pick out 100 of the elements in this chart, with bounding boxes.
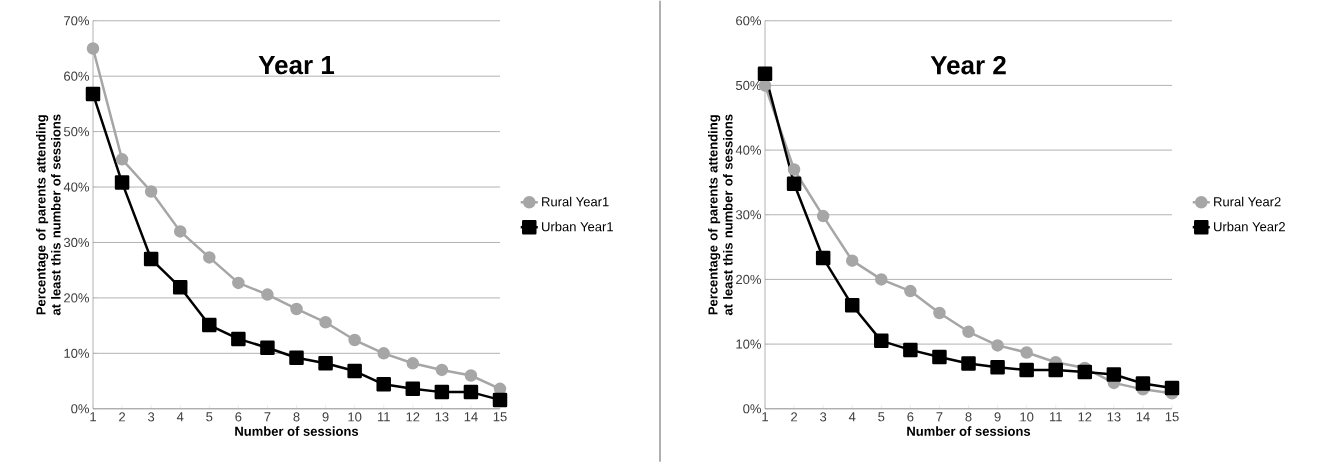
x-tick-label: 9 — [994, 412, 1001, 422]
x-tick-label: 15 — [1165, 412, 1179, 422]
point — [903, 342, 918, 358]
x-tick-label: 11 — [1049, 412, 1062, 422]
point — [816, 209, 830, 223]
x-tick-label: 12 — [406, 412, 420, 422]
point — [845, 254, 859, 268]
point — [261, 288, 274, 301]
legend-label: Rural Year1 — [542, 196, 609, 207]
x-tick-label: 13 — [1107, 412, 1121, 422]
y-tick-label: 70% — [64, 16, 90, 26]
point — [435, 363, 449, 377]
point — [874, 333, 889, 349]
point — [115, 153, 129, 166]
point — [406, 357, 420, 370]
point — [289, 350, 304, 366]
x-tick-label: 14 — [1136, 412, 1150, 422]
point — [319, 316, 332, 329]
point — [904, 284, 917, 298]
point — [114, 175, 130, 190]
point — [1106, 367, 1122, 382]
y-tick-label: 50% — [63, 127, 90, 137]
x-tick-label: 7 — [936, 412, 943, 422]
x-tick-label: 9 — [322, 412, 329, 422]
y-tick-label: 10% — [64, 348, 90, 359]
point — [172, 280, 188, 295]
point — [86, 42, 100, 55]
point — [231, 331, 246, 347]
point — [143, 251, 159, 267]
y-tick-label: 30% — [735, 210, 762, 220]
x-tick-label: 5 — [878, 412, 885, 422]
text: Year 2 — [930, 56, 1006, 75]
point — [961, 356, 976, 371]
point — [173, 225, 187, 238]
x-axis-title: Number of sessions — [907, 426, 1031, 437]
point — [464, 369, 478, 382]
point — [376, 377, 391, 392]
point — [1019, 362, 1034, 378]
x-tick-label: 8 — [293, 412, 300, 422]
y-tick-label: 0% — [743, 404, 762, 414]
x-tick-label: 10 — [348, 412, 362, 422]
point — [933, 306, 946, 320]
point — [377, 347, 390, 360]
point — [932, 349, 947, 365]
point — [875, 273, 888, 286]
point — [347, 363, 362, 379]
point — [260, 340, 275, 356]
y-tick-label: 20% — [64, 293, 90, 303]
point — [1077, 364, 1093, 380]
point — [232, 276, 245, 290]
point — [492, 392, 508, 408]
point — [757, 66, 773, 82]
legend-label: Urban Year2 — [1214, 221, 1285, 232]
y-axis-title: Percentage of parents attending at least this number of sessions — [36, 114, 61, 316]
legend-label: Rural Year2 — [1214, 196, 1281, 207]
y-tick-label: 40% — [63, 182, 90, 192]
x-tick-label: 11 — [377, 412, 390, 422]
point — [1020, 346, 1033, 359]
y-tick-label: 20% — [736, 274, 762, 285]
point — [1164, 380, 1180, 396]
point — [786, 176, 802, 192]
point — [202, 317, 217, 333]
y-axis-title: Percentage of parents attending at least this number of sessions — [708, 114, 733, 316]
point — [434, 385, 450, 400]
x-tick-label: 6 — [235, 412, 242, 422]
point — [318, 356, 333, 371]
point — [405, 381, 421, 397]
point — [815, 250, 831, 266]
point — [844, 298, 860, 313]
point — [463, 385, 479, 400]
x-tick-label: 7 — [264, 412, 271, 422]
y-tick-label: 60% — [64, 71, 90, 81]
x-tick-label: 1 — [90, 412, 96, 422]
x-tick-label: 15 — [493, 412, 507, 422]
text: Year 1 — [258, 56, 335, 75]
x-tick-label: 4 — [848, 412, 856, 422]
y-tick-label: 60% — [736, 16, 762, 26]
x-tick-label: 14 — [464, 412, 478, 422]
point — [348, 333, 361, 347]
point — [144, 185, 158, 198]
x-tick-label: 5 — [206, 412, 213, 422]
x-tick-label: 8 — [965, 412, 972, 422]
legend-label: Urban Year1 — [542, 221, 613, 232]
x-tick-label: 3 — [148, 412, 155, 422]
x-tick-label: 12 — [1078, 412, 1092, 422]
y-tick-label: 40% — [735, 145, 762, 155]
x-tick-label: 2 — [791, 412, 798, 422]
x-tick-label: 1 — [762, 412, 768, 422]
x-tick-label: 3 — [820, 412, 827, 422]
point — [1135, 376, 1151, 391]
y-tick-label: 0% — [71, 404, 90, 414]
x-tick-label: 10 — [1020, 412, 1034, 422]
x-axis-title: Number of sessions — [235, 426, 359, 437]
point — [290, 302, 303, 316]
x-tick-label: 2 — [119, 412, 126, 422]
y-tick-label: 30% — [63, 237, 90, 248]
point — [203, 251, 216, 264]
x-tick-label: 4 — [176, 412, 184, 422]
point — [991, 339, 1004, 352]
point — [1048, 362, 1063, 378]
